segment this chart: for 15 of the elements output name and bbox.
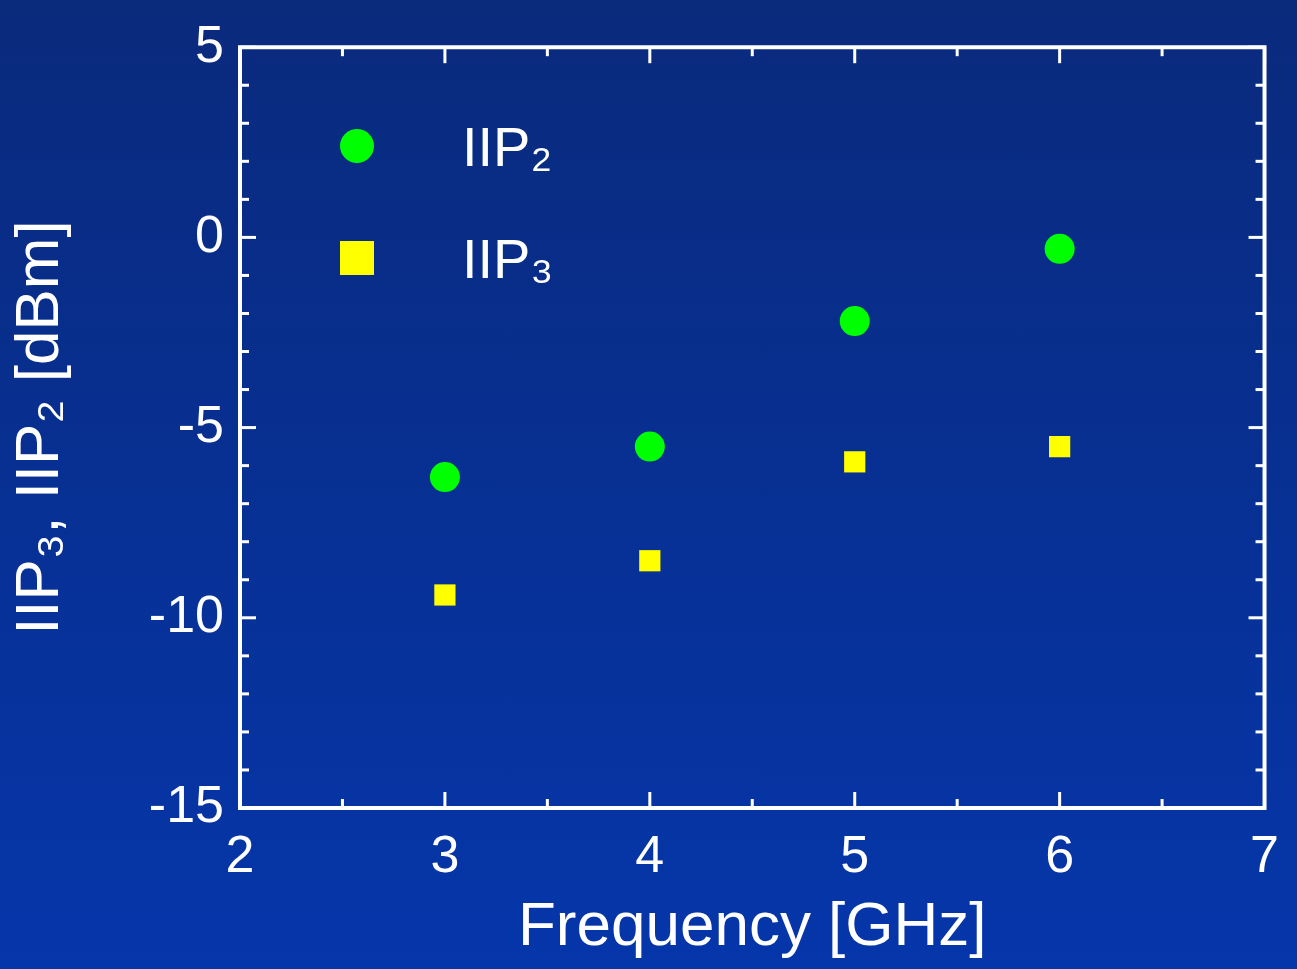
y-tick-label: 5: [195, 14, 224, 73]
x-tick-label: 4: [635, 824, 665, 883]
y-tick-label: -5: [177, 394, 224, 453]
y-tick-label: -15: [148, 775, 224, 834]
y-tick-label: -10: [148, 585, 224, 644]
legend-label: IIP₂: [462, 113, 553, 179]
y-axis-title: IIP₃, IIP₂ [dBm]: [2, 220, 72, 635]
legend-label: IIP₃: [462, 225, 554, 291]
x-axis-title: Frequency [GHz]: [517, 888, 987, 958]
x-tick-label: 6: [1045, 824, 1075, 883]
x-tick-label: 3: [430, 824, 460, 883]
x-tick-label: 2: [225, 824, 255, 883]
y-tick-label: 0: [195, 204, 224, 263]
x-tick-label: 5: [840, 824, 870, 883]
x-tick-label: 7: [1250, 824, 1279, 883]
